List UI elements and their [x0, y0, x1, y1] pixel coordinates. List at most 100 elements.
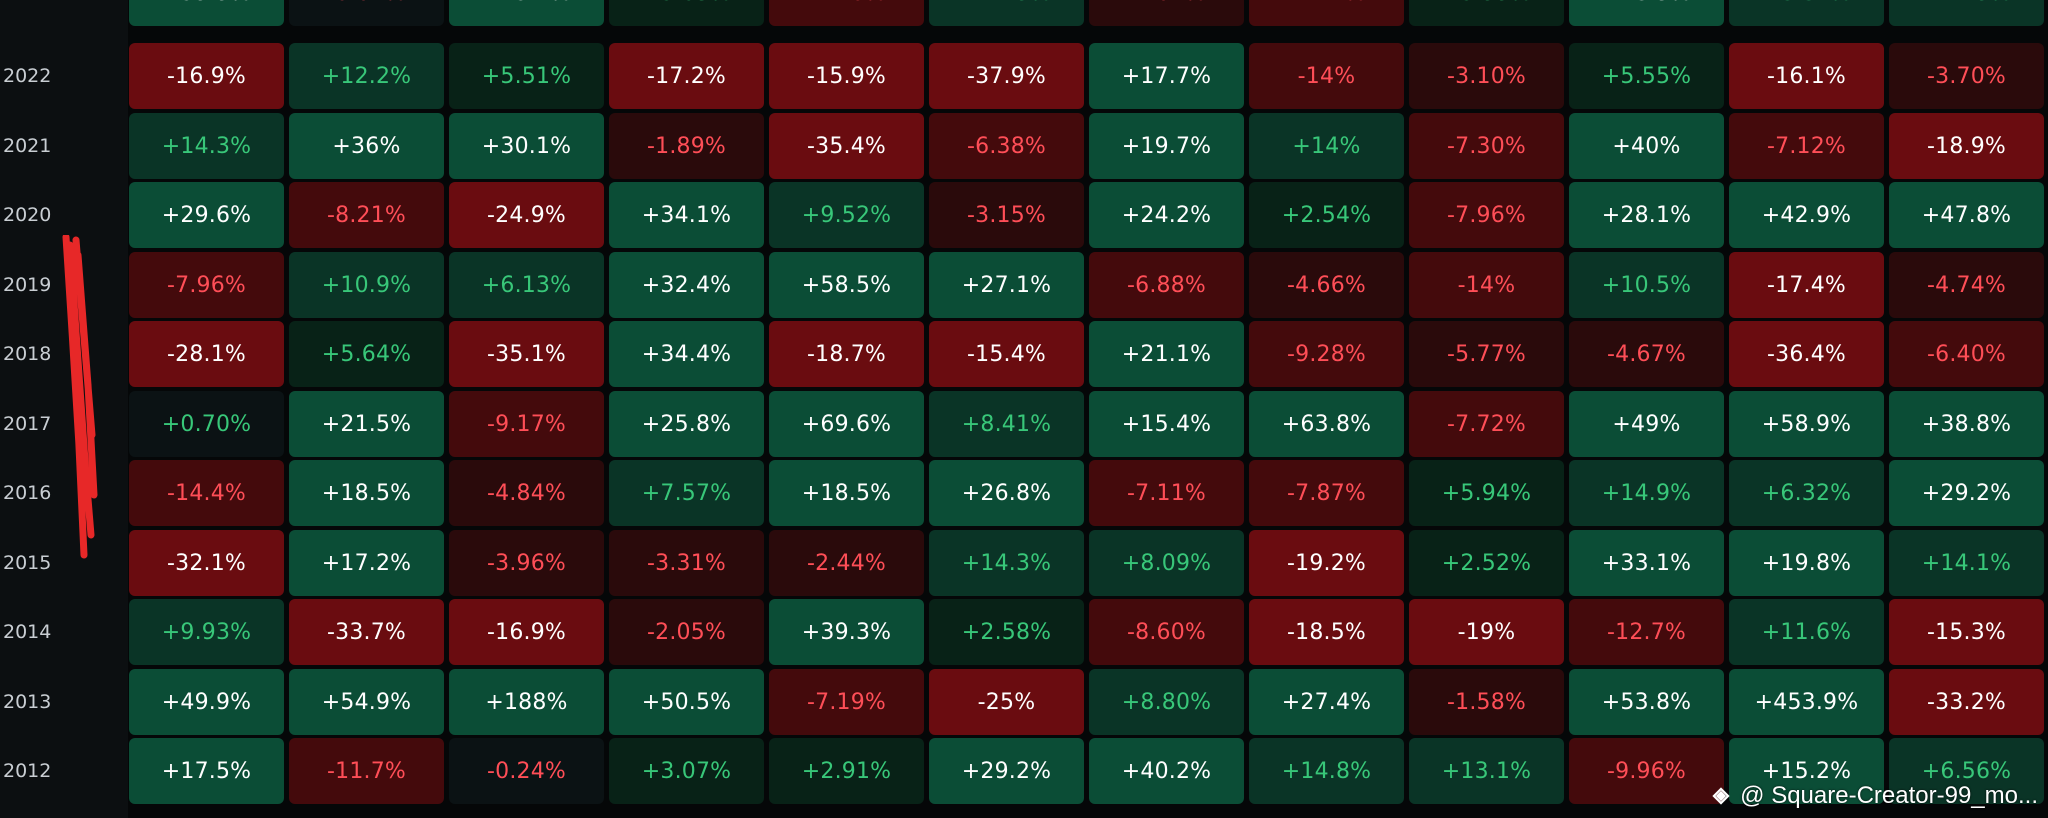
- heatmap-cell[interactable]: +54.9%: [289, 669, 444, 735]
- heatmap-cell[interactable]: +8.41%: [929, 391, 1084, 457]
- heatmap-cell[interactable]: +14.3%: [929, 530, 1084, 596]
- heatmap-cell[interactable]: -24.9%: [449, 182, 604, 248]
- heatmap-cell[interactable]: -15.9%: [769, 43, 924, 109]
- heatmap-cell[interactable]: +9.52%: [769, 182, 924, 248]
- heatmap-cell[interactable]: +2.54%: [1249, 182, 1404, 248]
- heatmap-cell[interactable]: +9.93%: [129, 599, 284, 665]
- heatmap-cell[interactable]: -7.96%: [1409, 182, 1564, 248]
- heatmap-cell[interactable]: -7.19%: [769, 669, 924, 735]
- heatmap-cell[interactable]: +5.64%: [289, 321, 444, 387]
- heatmap-cell[interactable]: +19.7%: [1089, 113, 1244, 179]
- heatmap-cell[interactable]: -7.11%: [1089, 460, 1244, 526]
- heatmap-cell[interactable]: -33.7%: [289, 599, 444, 665]
- heatmap-cell[interactable]: +11.6%: [1729, 599, 1884, 665]
- heatmap-cell[interactable]: -18.9%: [1889, 113, 2044, 179]
- heatmap-cell[interactable]: +5.51%: [449, 43, 604, 109]
- heatmap-cell[interactable]: +23.1%: [449, 0, 604, 26]
- heatmap-cell[interactable]: -33.2%: [1889, 669, 2044, 735]
- heatmap-cell[interactable]: -3.15%: [929, 182, 1084, 248]
- heatmap-cell[interactable]: +2.91%: [769, 738, 924, 804]
- heatmap-cell[interactable]: +8.87%: [1729, 0, 1884, 26]
- heatmap-cell[interactable]: -14%: [1409, 252, 1564, 318]
- heatmap-cell[interactable]: +40.2%: [1089, 738, 1244, 804]
- heatmap-cell[interactable]: +32.4%: [609, 252, 764, 318]
- heatmap-cell[interactable]: +14.1%: [1889, 530, 2044, 596]
- heatmap-cell[interactable]: -3.10%: [1409, 43, 1564, 109]
- heatmap-cell[interactable]: -36.4%: [1729, 321, 1884, 387]
- heatmap-cell[interactable]: +0.70%: [129, 391, 284, 457]
- heatmap-cell[interactable]: +29.2%: [929, 738, 1084, 804]
- heatmap-cell[interactable]: -19%: [1409, 599, 1564, 665]
- heatmap-cell[interactable]: +19.8%: [1729, 530, 1884, 596]
- heatmap-cell[interactable]: +39.3%: [769, 599, 924, 665]
- heatmap-cell[interactable]: +69.6%: [769, 391, 924, 457]
- heatmap-cell[interactable]: +453.9%: [1729, 669, 1884, 735]
- heatmap-cell[interactable]: -4.84%: [449, 460, 604, 526]
- heatmap-cell[interactable]: +28.5%: [1569, 0, 1724, 26]
- heatmap-cell[interactable]: -19.2%: [1249, 530, 1404, 596]
- heatmap-cell[interactable]: -9.17%: [449, 391, 604, 457]
- heatmap-cell[interactable]: -17.4%: [1729, 252, 1884, 318]
- heatmap-cell[interactable]: +17.7%: [1089, 43, 1244, 109]
- heatmap-cell[interactable]: +29.6%: [129, 182, 284, 248]
- heatmap-cell[interactable]: -8.60%: [1089, 599, 1244, 665]
- heatmap-cell[interactable]: +10.9%: [289, 252, 444, 318]
- heatmap-cell[interactable]: +7.57%: [609, 460, 764, 526]
- heatmap-cell[interactable]: -17.2%: [609, 43, 764, 109]
- heatmap-cell[interactable]: +11.9%: [929, 0, 1084, 26]
- heatmap-cell[interactable]: -8.21%: [289, 182, 444, 248]
- heatmap-cell[interactable]: -7.12%: [1729, 113, 1884, 179]
- heatmap-cell[interactable]: +14.3%: [129, 113, 284, 179]
- heatmap-cell[interactable]: +40%: [1569, 113, 1724, 179]
- heatmap-cell[interactable]: -7.10%: [769, 0, 924, 26]
- heatmap-cell[interactable]: -2.05%: [609, 599, 764, 665]
- heatmap-cell[interactable]: +8.80%: [1089, 669, 1244, 735]
- heatmap-cell[interactable]: +2.58%: [929, 599, 1084, 665]
- heatmap-cell[interactable]: +15.2%: [1729, 738, 1884, 804]
- heatmap-cell[interactable]: +21.5%: [289, 391, 444, 457]
- heatmap-cell[interactable]: -9.96%: [1569, 738, 1724, 804]
- heatmap-cell[interactable]: +34.1%: [609, 182, 764, 248]
- heatmap-cell[interactable]: -15.3%: [1889, 599, 2044, 665]
- heatmap-cell[interactable]: -35.4%: [769, 113, 924, 179]
- heatmap-cell[interactable]: -9.28%: [1249, 321, 1404, 387]
- heatmap-cell[interactable]: -16.9%: [129, 43, 284, 109]
- heatmap-cell[interactable]: -11.7%: [289, 738, 444, 804]
- heatmap-cell[interactable]: -3.70%: [1889, 43, 2044, 109]
- heatmap-cell[interactable]: +38.8%: [1889, 391, 2044, 457]
- heatmap-cell[interactable]: +27.4%: [1249, 669, 1404, 735]
- heatmap-cell[interactable]: +18.5%: [769, 460, 924, 526]
- heatmap-cell[interactable]: -18.5%: [1249, 599, 1404, 665]
- heatmap-cell[interactable]: +49.9%: [129, 669, 284, 735]
- heatmap-cell[interactable]: +33.1%: [1569, 530, 1724, 596]
- heatmap-cell[interactable]: +17.5%: [129, 738, 284, 804]
- heatmap-cell[interactable]: +28.1%: [1569, 182, 1724, 248]
- heatmap-cell[interactable]: -4.67%: [1569, 321, 1724, 387]
- heatmap-cell[interactable]: -3.31%: [609, 530, 764, 596]
- heatmap-cell[interactable]: -28.1%: [129, 321, 284, 387]
- heatmap-cell[interactable]: -14%: [1249, 43, 1404, 109]
- heatmap-cell[interactable]: -7.72%: [1409, 391, 1564, 457]
- heatmap-cell[interactable]: +27.1%: [929, 252, 1084, 318]
- heatmap-cell[interactable]: -12.7%: [1569, 599, 1724, 665]
- heatmap-cell[interactable]: +6.13%: [449, 252, 604, 318]
- heatmap-cell[interactable]: +6.32%: [1729, 460, 1884, 526]
- heatmap-cell[interactable]: +58.5%: [769, 252, 924, 318]
- heatmap-cell[interactable]: -2.44%: [769, 530, 924, 596]
- heatmap-cell[interactable]: -7.30%: [1409, 113, 1564, 179]
- heatmap-cell[interactable]: +42.9%: [1729, 182, 1884, 248]
- heatmap-cell[interactable]: +13.1%: [1409, 738, 1564, 804]
- heatmap-cell[interactable]: +53.8%: [1569, 669, 1724, 735]
- heatmap-cell[interactable]: +47.8%: [1889, 182, 2044, 248]
- heatmap-cell[interactable]: +17.2%: [289, 530, 444, 596]
- heatmap-cell[interactable]: -16.9%: [449, 599, 604, 665]
- heatmap-cell[interactable]: -16.1%: [1729, 43, 1884, 109]
- heatmap-cell[interactable]: +12.2%: [289, 43, 444, 109]
- heatmap-cell[interactable]: +15.4%: [1089, 391, 1244, 457]
- heatmap-cell[interactable]: +14.9%: [1569, 460, 1724, 526]
- heatmap-cell[interactable]: -4.04%: [1089, 0, 1244, 26]
- heatmap-cell[interactable]: +34.4%: [609, 321, 764, 387]
- heatmap-cell[interactable]: +14.8%: [1249, 738, 1404, 804]
- heatmap-cell[interactable]: +2.52%: [1409, 530, 1564, 596]
- heatmap-cell[interactable]: -37.9%: [929, 43, 1084, 109]
